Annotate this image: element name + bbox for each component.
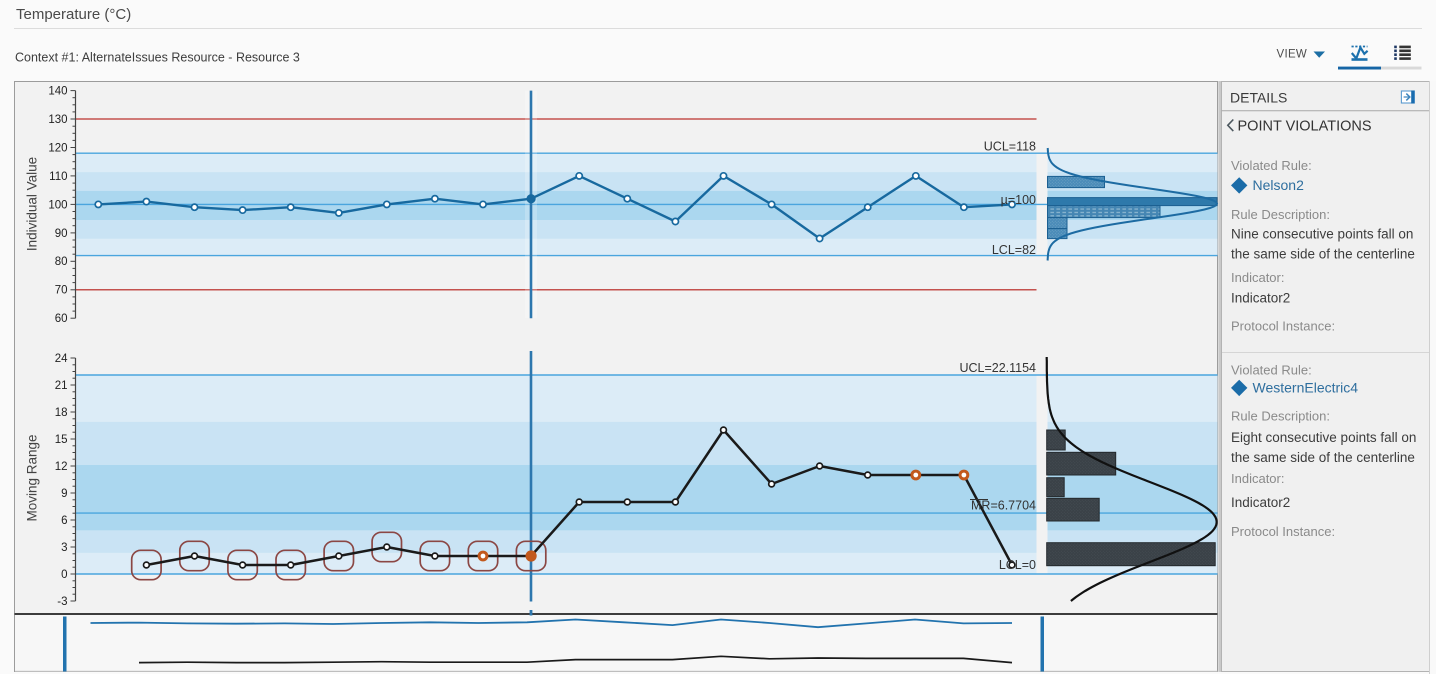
svg-text:MR=6.7704: MR=6.7704 — [971, 499, 1036, 513]
svg-text:UCL=118: UCL=118 — [984, 140, 1036, 154]
svg-text:100: 100 — [48, 199, 67, 211]
svg-text:Indicator:: Indicator: — [1231, 270, 1284, 285]
svg-text:the same side of the centerlin: the same side of the centerline — [1231, 450, 1415, 465]
svg-text:Indicator2: Indicator2 — [1231, 495, 1290, 510]
svg-text:Violated Rule:: Violated Rule: — [1231, 363, 1312, 378]
svg-text:80: 80 — [55, 256, 68, 268]
svg-text:0: 0 — [61, 569, 67, 581]
svg-text:3: 3 — [61, 542, 67, 554]
svg-text:9: 9 — [61, 488, 67, 500]
svg-text:DETAILS: DETAILS — [1230, 89, 1287, 105]
svg-text:90: 90 — [55, 228, 68, 240]
svg-text:21: 21 — [55, 380, 68, 392]
svg-text:15: 15 — [55, 434, 68, 446]
svg-text:LCL=0: LCL=0 — [999, 558, 1036, 572]
svg-text:WesternElectric4: WesternElectric4 — [1253, 380, 1359, 396]
svg-text:VIEW: VIEW — [1277, 49, 1308, 61]
svg-text:Rule Description:: Rule Description: — [1231, 207, 1330, 222]
svg-text:LCL=82: LCL=82 — [992, 243, 1036, 257]
svg-text:the same side of the centerlin: the same side of the centerline — [1231, 247, 1415, 262]
svg-text:Indicator:: Indicator: — [1231, 471, 1284, 486]
svg-text:Rule Description:: Rule Description: — [1231, 409, 1330, 424]
svg-text:6: 6 — [61, 515, 67, 527]
svg-text:Protocol Instance:: Protocol Instance: — [1231, 319, 1335, 334]
svg-text:120: 120 — [48, 142, 67, 154]
svg-text:Nelson2: Nelson2 — [1253, 177, 1305, 193]
svg-text:18: 18 — [55, 407, 68, 419]
svg-text:Individual Value: Individual Value — [25, 157, 40, 251]
svg-text:-3: -3 — [57, 596, 67, 608]
svg-text:UCL=22.1154: UCL=22.1154 — [959, 361, 1036, 375]
svg-text:Nine consecutive points fall o: Nine consecutive points fall on — [1231, 227, 1413, 242]
svg-text:Indicator2: Indicator2 — [1231, 291, 1290, 306]
svg-text:Context #1: AlternateIssues Re: Context #1: AlternateIssues Resource - R… — [15, 51, 300, 65]
svg-text:µ=100: µ=100 — [1001, 193, 1036, 207]
svg-text:Protocol Instance:: Protocol Instance: — [1231, 524, 1335, 539]
svg-text:Temperature (°C): Temperature (°C) — [16, 6, 131, 23]
svg-text:POINT VIOLATIONS: POINT VIOLATIONS — [1238, 118, 1372, 134]
svg-text:24: 24 — [55, 353, 68, 365]
svg-text:60: 60 — [55, 313, 68, 325]
svg-text:110: 110 — [49, 171, 67, 183]
svg-text:12: 12 — [55, 461, 68, 473]
svg-text:Violated Rule:: Violated Rule: — [1231, 158, 1312, 173]
svg-text:140: 140 — [48, 86, 67, 98]
svg-text:130: 130 — [48, 114, 67, 126]
svg-text:70: 70 — [55, 285, 68, 297]
svg-text:Eight consecutive points fall: Eight consecutive points fall on — [1231, 430, 1416, 445]
svg-text:Moving Range: Moving Range — [25, 434, 40, 521]
